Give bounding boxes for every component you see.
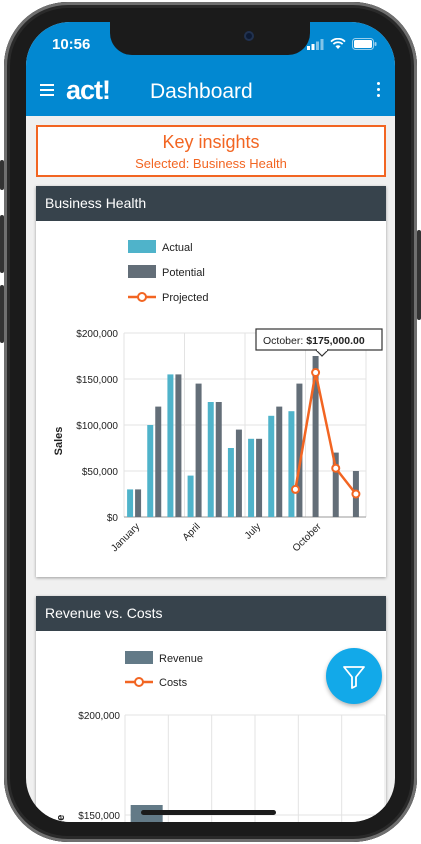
legend-actual-label: Actual — [162, 242, 193, 254]
bar-potential — [296, 383, 303, 517]
projected-point — [331, 463, 341, 473]
legend-projected-marker — [137, 292, 147, 302]
selected-insight: Selected: Business Health — [135, 156, 287, 171]
business-health-x-ticks: January April July October — [109, 521, 324, 554]
bar-potential — [215, 402, 222, 517]
key-insights-panel[interactable]: Key insights Selected: Business Health — [36, 125, 386, 177]
business-health-y-axis-label: Sales — [53, 427, 65, 456]
tooltip-value: $175,000.00 — [306, 335, 365, 347]
key-insights-title: Key insights — [162, 132, 260, 152]
x-tick-label: July — [243, 521, 263, 541]
volume-down-button — [0, 285, 4, 343]
app-bar: act! Dashboard — [26, 66, 395, 116]
business-health-projected-line — [290, 368, 361, 499]
projected-line-path — [294, 372, 357, 495]
october-tooltip: October: $175,000.00 — [255, 328, 383, 357]
revenue-costs-grid — [124, 714, 386, 822]
revenue-costs-chart: Revenue Costs $200,000 $150,000 ue — [55, 651, 386, 822]
bar-potential — [155, 406, 162, 517]
projected-point — [290, 484, 300, 494]
legend-costs-label: Costs — [159, 677, 188, 689]
volume-up-button — [0, 215, 4, 273]
status-icons — [307, 38, 377, 50]
signal-icon — [307, 38, 324, 50]
y-tick-label: $200,000 — [78, 711, 120, 722]
legend-projected-label: Projected — [162, 292, 208, 304]
bar-potential — [256, 438, 263, 517]
screen: 10:56 act! Dashboard Key insights Select… — [26, 22, 395, 822]
y-tick-label: $100,000 — [76, 421, 118, 432]
bar-actual — [127, 489, 134, 517]
y-tick-label: $150,000 — [76, 375, 118, 386]
bar-actual — [268, 415, 275, 517]
y-tick-label: $50,000 — [82, 467, 119, 478]
bar-potential — [175, 374, 182, 517]
business-health-chart: Actual Potential Projected $0 $50,000 $100… — [53, 240, 383, 554]
filter-button[interactable] — [326, 648, 382, 704]
legend-revenue-swatch — [125, 651, 153, 664]
wifi-icon — [330, 38, 346, 49]
filter-icon — [343, 666, 365, 689]
page-title: Dashboard — [150, 80, 253, 103]
bar-potential — [235, 429, 242, 517]
battery-icon — [352, 38, 377, 50]
bar-actual — [147, 425, 154, 517]
y-tick-label: $150,000 — [78, 811, 120, 822]
revenue-costs-y-ticks: $200,000 $150,000 — [78, 711, 120, 822]
status-time: 10:56 — [52, 36, 91, 53]
legend-revenue-label: Revenue — [159, 653, 203, 665]
business-health-bars — [127, 356, 359, 517]
legend-potential-label: Potential — [162, 267, 205, 279]
act-logo: act! — [66, 75, 111, 105]
notch — [110, 22, 310, 55]
legend-actual-swatch — [128, 240, 156, 253]
x-tick-label: October — [291, 521, 324, 554]
x-tick-label: January — [109, 521, 142, 554]
business-health-card: Business Health Actual Potential Project… — [36, 186, 386, 577]
mute-switch — [0, 160, 4, 190]
bar-potential — [135, 489, 142, 517]
legend-costs-marker — [134, 677, 144, 687]
legend-potential-swatch — [128, 265, 156, 278]
projected-point — [311, 368, 321, 378]
revenue-costs-y-axis-label: ue — [55, 815, 67, 822]
bar-potential — [276, 406, 283, 517]
bar-potential — [332, 452, 339, 517]
business-health-header: Business Health — [36, 186, 386, 221]
revenue-costs-card: Revenue vs. Costs Revenue Costs $200,000… — [36, 596, 386, 822]
home-indicator[interactable] — [141, 810, 276, 815]
kebab-icon[interactable] — [371, 82, 385, 102]
bar-actual — [187, 475, 194, 517]
x-tick-label: April — [181, 521, 203, 543]
svg-text:October:$175,000.00: October: $175,000.00 — [263, 335, 365, 347]
bar-actual — [288, 411, 295, 517]
y-tick-label: $0 — [107, 513, 119, 524]
bar-actual — [167, 374, 174, 517]
tooltip-label: October: — [263, 335, 303, 347]
bar-potential — [312, 356, 319, 517]
hamburger-icon[interactable] — [40, 84, 54, 96]
bar-actual — [248, 438, 255, 517]
camera — [244, 31, 254, 41]
revenue-costs-header: Revenue vs. Costs — [36, 596, 386, 631]
power-button — [417, 230, 421, 320]
projected-point — [351, 489, 361, 499]
bar-actual — [227, 448, 234, 517]
bar-actual — [207, 402, 214, 517]
bar-potential — [195, 383, 202, 517]
y-tick-label: $200,000 — [76, 329, 118, 340]
business-health-y-ticks: $0 $50,000 $100,000 $150,000 $200,000 — [76, 329, 118, 524]
